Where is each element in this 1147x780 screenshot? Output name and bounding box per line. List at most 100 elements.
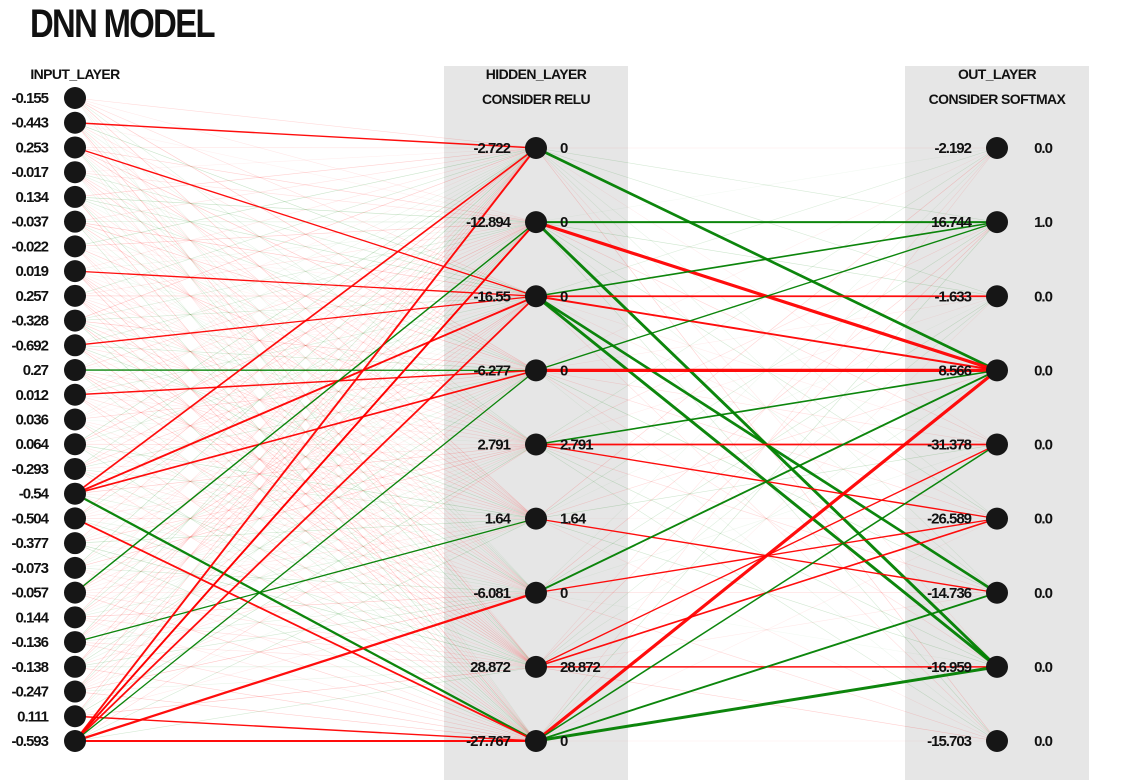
connection-input-hidden [74,591,537,743]
connection-faint [74,468,537,668]
nodes [64,87,1008,752]
output-activation: 0.0 [1034,511,1053,528]
connection-faint [74,518,537,692]
connection-faint [74,444,537,494]
page-title: DNN MODEL [30,2,216,46]
connection-faint [74,518,537,618]
input-value: -0.328 [11,313,48,330]
connection-faint [74,246,537,742]
connection-faint [74,542,537,668]
connection-faint [74,246,537,445]
connection-faint [74,567,537,742]
connection-faint [74,592,537,717]
connection-faint [74,444,537,569]
connection-faint [74,370,537,470]
connection-faint [74,221,537,396]
connection-faint [74,147,537,519]
connection-faint [74,97,537,297]
connection-hidden-output [535,295,998,372]
connection-hidden-output [535,221,998,372]
input-node [64,161,86,184]
connection-faint [74,97,537,742]
connection-hidden-output [535,665,998,743]
connection-faint [74,171,537,668]
connection-input-hidden [74,221,537,742]
input-value: 0.019 [15,263,48,280]
input-value: -0.443 [11,115,48,132]
connection-hidden-output [534,369,999,743]
connection-faint [74,246,537,668]
connection-faint [535,518,998,742]
input-node [64,581,86,604]
connection-hidden-output [535,369,998,594]
input-value: -0.377 [11,535,48,552]
hidden-layer-header: HIDDEN_LAYER [486,66,587,82]
connection-faint [74,221,537,297]
connection-faint [74,147,537,247]
hidden-node [525,211,547,234]
hidden-preactivation: 2.791 [477,437,510,454]
input-value: 0.064 [15,436,49,453]
hidden-activation: 0 [560,585,568,602]
hidden-activation: 0 [560,140,568,157]
connection-faint [74,296,537,692]
output-preactivation: -16.959 [927,659,972,676]
connection-input-hidden [74,146,537,297]
input-node [64,705,86,728]
connection-faint [74,345,537,742]
input-value: -0.293 [11,461,48,478]
connection-faint [74,370,537,618]
connection-input-hidden [74,270,537,297]
input-value: 0.253 [15,139,48,156]
input-value: 0.012 [15,387,48,404]
output-node [986,211,1008,234]
connection-faint [74,592,537,692]
connection-faint [74,345,537,371]
connection-faint [74,147,537,569]
connection-hidden-output [535,443,998,742]
hidden-node [525,581,547,604]
connection-faint [74,394,537,742]
input-node [64,631,86,654]
connection-faint [74,666,537,717]
connection-input-hidden [74,295,537,742]
connection-faint [74,295,537,371]
connection-faint [74,147,537,519]
input-value: 0.257 [15,288,48,305]
connection-input-hidden [74,221,537,594]
input-value: -0.504 [11,510,49,527]
hidden-node [525,655,547,678]
connection-faint [74,444,537,544]
connection-faint [74,221,537,445]
connection-input-hidden [74,492,537,743]
hidden-activation: 0 [560,288,568,305]
connection-faint [74,295,537,396]
input-node [64,309,86,332]
input-node [64,260,86,283]
output-node [986,655,1008,678]
input-node [64,556,86,579]
connection-faint [74,542,537,742]
connection-faint [74,172,537,742]
connection-faint [74,320,537,594]
input-node [64,210,86,233]
input-node [64,482,86,505]
input-value: -0.247 [11,684,48,701]
connection-faint [74,444,537,618]
connection-faint [74,221,537,371]
connection-faint [74,147,537,321]
connection-faint [74,246,537,371]
output-preactivation: -31.378 [927,437,972,454]
output-node [986,730,1008,752]
connection-faint [74,97,537,519]
hidden-activation: 2.791 [560,437,593,454]
connection-faint [74,518,537,544]
connection-faint [74,147,537,544]
connection-faint [74,147,537,198]
connection-faint [74,394,537,519]
connection-faint [74,617,537,668]
connection-faint [74,246,537,297]
connection-faint [74,320,537,371]
connection-faint [74,345,537,594]
